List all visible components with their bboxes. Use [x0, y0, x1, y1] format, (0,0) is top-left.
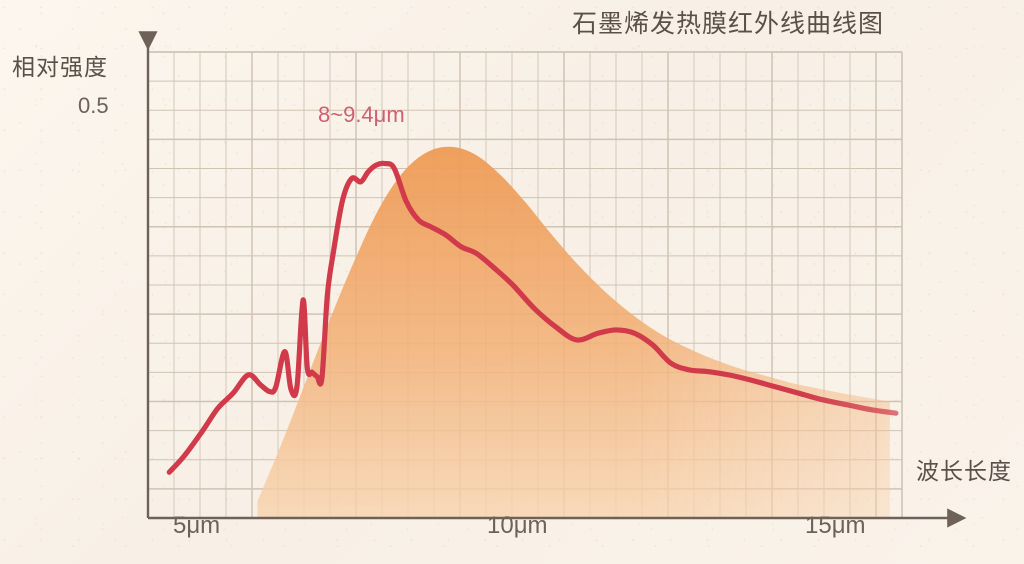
- x-axis-tick-label-10um: 10μm: [487, 512, 548, 539]
- x-axis-tick-label-5um: 5μm: [173, 512, 221, 539]
- infrared-emission-curve: [166, 160, 899, 475]
- peak-range-annotation: 8~9.4μm: [318, 102, 405, 127]
- x-axis-label: 波长长度: [916, 458, 1012, 484]
- y-axis-label: 相对强度: [12, 54, 108, 80]
- y-axis-tick-label-0: 0.5: [78, 93, 109, 118]
- x-axis-tick-label-15um: 15μm: [805, 512, 866, 539]
- chart-title: 石墨烯发热膜红外线曲线图: [572, 10, 885, 38]
- blackbody-envelope-area: [257, 146, 890, 519]
